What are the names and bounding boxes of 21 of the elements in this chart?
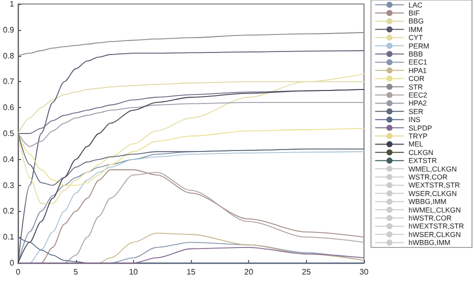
y-tick-label: 0.9 (2, 25, 15, 34)
y-tick-label: 0 (10, 258, 15, 268)
x-tick-label: 10 (128, 268, 138, 276)
line-series (18, 73, 364, 204)
y-tick-label: 0.5 (2, 129, 15, 138)
y-tick-label: 0.7 (2, 77, 15, 86)
y-tick-label: 0.6 (2, 103, 15, 112)
y-tick-label: 0.2 (2, 206, 15, 216)
x-tick-label: 25 (302, 268, 312, 276)
x-tick-label: 20 (244, 268, 254, 276)
y-tick-label: 0.4 (2, 154, 15, 164)
x-tick-label: 5 (74, 268, 79, 276)
y-tick-label: 0.3 (2, 180, 15, 190)
y-tick-label: 0.8 (2, 51, 15, 60)
x-tick-label: 15 (186, 268, 196, 276)
y-tick-label: 0.1 (2, 232, 15, 242)
line-series (18, 102, 364, 147)
x-tick-label: 0 (16, 268, 21, 276)
line-series (18, 32, 364, 56)
x-tick-label: 30 (360, 268, 369, 276)
y-tick-label: 1 (10, 0, 15, 8)
